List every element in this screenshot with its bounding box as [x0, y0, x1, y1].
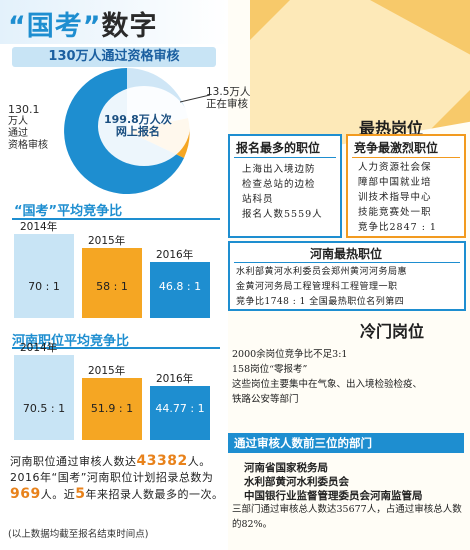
- henan-year-label-1: 2015年: [88, 363, 125, 378]
- national-year-label-0: 2014年: [20, 219, 57, 234]
- most-applicants-title: 报名最多的职位: [236, 139, 320, 156]
- most-competitive-text: 人力资源社会保 障部中国就业培 训技术指导中心 技能竞赛处一职 竞争比2847 …: [358, 160, 437, 235]
- henan-value-label-1: 51.9 : 1: [82, 402, 142, 415]
- cold-jobs-heading: 冷门岗位: [360, 318, 424, 342]
- national-year-label-1: 2015年: [88, 233, 125, 248]
- henan-hot-text: 水利部黄河水利委员会郑州黄河河务局惠 金黄河河务局工程管理科工程管理一职 竞争比…: [236, 265, 407, 310]
- henan-hot-box: 河南最热职位 水利部黄河水利委员会郑州黄河河务局惠 金黄河河务局工程管理科工程管…: [228, 241, 466, 311]
- department-item: 水利部黄河水利委员会: [244, 474, 349, 489]
- divider: [234, 262, 460, 263]
- data-note: (以上数据均截至报名结束时间点): [8, 526, 148, 540]
- department-item: 中国银行业监督管理委员会河南监管局: [244, 488, 423, 503]
- recruit-count: 969: [10, 486, 41, 502]
- years-count: 5: [75, 486, 85, 502]
- departments-note: 三部门通过审核总人数达35677人，占通过审核总人数的82%。: [232, 502, 466, 532]
- review-banner: 130万人通过资格审核: [12, 47, 216, 67]
- divider: [352, 157, 460, 158]
- most-competitive-title: 竞争最激烈职位: [354, 139, 438, 156]
- page-title: “国考”数字: [8, 4, 158, 43]
- henan-value-label-0: 70.5 : 1: [14, 402, 74, 415]
- national-value-label-0: 70 : 1: [14, 280, 74, 293]
- henan-bar-0: [14, 355, 74, 440]
- divider: [234, 157, 336, 158]
- pie-label-online: 199.8万人次 网上报名: [104, 114, 172, 138]
- henan-value-label-2: 44.77 : 1: [150, 402, 210, 415]
- cold-jobs-text: 2000余岗位竞争比不足3:1 158岗位“零报考” 这些岗位主要集中在气象、出…: [232, 347, 464, 407]
- most-applicants-text: 上海出入境边防 检查总站的边检 站科员 报名人数5559人: [242, 162, 323, 222]
- national-value-label-1: 58 : 1: [82, 280, 142, 293]
- henan-year-label-2: 2016年: [156, 371, 193, 386]
- national-year-label-2: 2016年: [156, 247, 193, 262]
- pie-label-passed: 130.1 万人 通过 资格审核: [8, 104, 48, 152]
- most-competitive-box: 竞争最激烈职位 人力资源社会保 障部中国就业培 训技术指导中心 技能竞赛处一职 …: [346, 134, 466, 238]
- henan-hot-title: 河南最热职位: [310, 245, 382, 262]
- summary-paragraph: 河南职位通过审核人数达43382人。2016年“国考”河南职位计划招录总数为96…: [10, 453, 226, 503]
- departments-banner: 通过审核人数前三位的部门: [228, 433, 464, 453]
- national-value-label-2: 46.8 : 1: [150, 280, 210, 293]
- national-section-title: “国考”平均竞争比: [14, 200, 122, 219]
- most-applicants-box: 报名最多的职位 上海出入境边防 检查总站的边检 站科员 报名人数5559人: [228, 134, 342, 238]
- department-item: 河南省国家税务局: [244, 460, 328, 475]
- pie-label-pending: 13.5万人 正在审核: [206, 86, 250, 110]
- passed-count: 43382: [137, 453, 188, 469]
- henan-year-label-0: 2014年: [20, 340, 57, 355]
- national-bar-0: [14, 234, 74, 318]
